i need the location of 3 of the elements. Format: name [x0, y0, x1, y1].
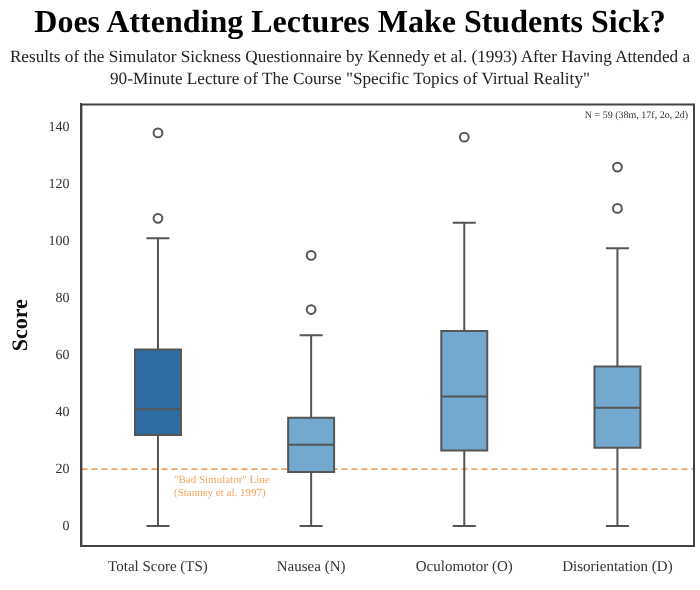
- y-axis-title: Score: [8, 298, 33, 352]
- chart-title: Does Attending Lectures Make Students Sick?: [32, 4, 668, 42]
- chart-subtitle: Results of the Simulator Sickness Questionnaire by Kennedy et al. (1993) After Having Attended a 90-Minute Lecture of The Course "Specific Topics of Virtual Reality": [8, 46, 692, 90]
